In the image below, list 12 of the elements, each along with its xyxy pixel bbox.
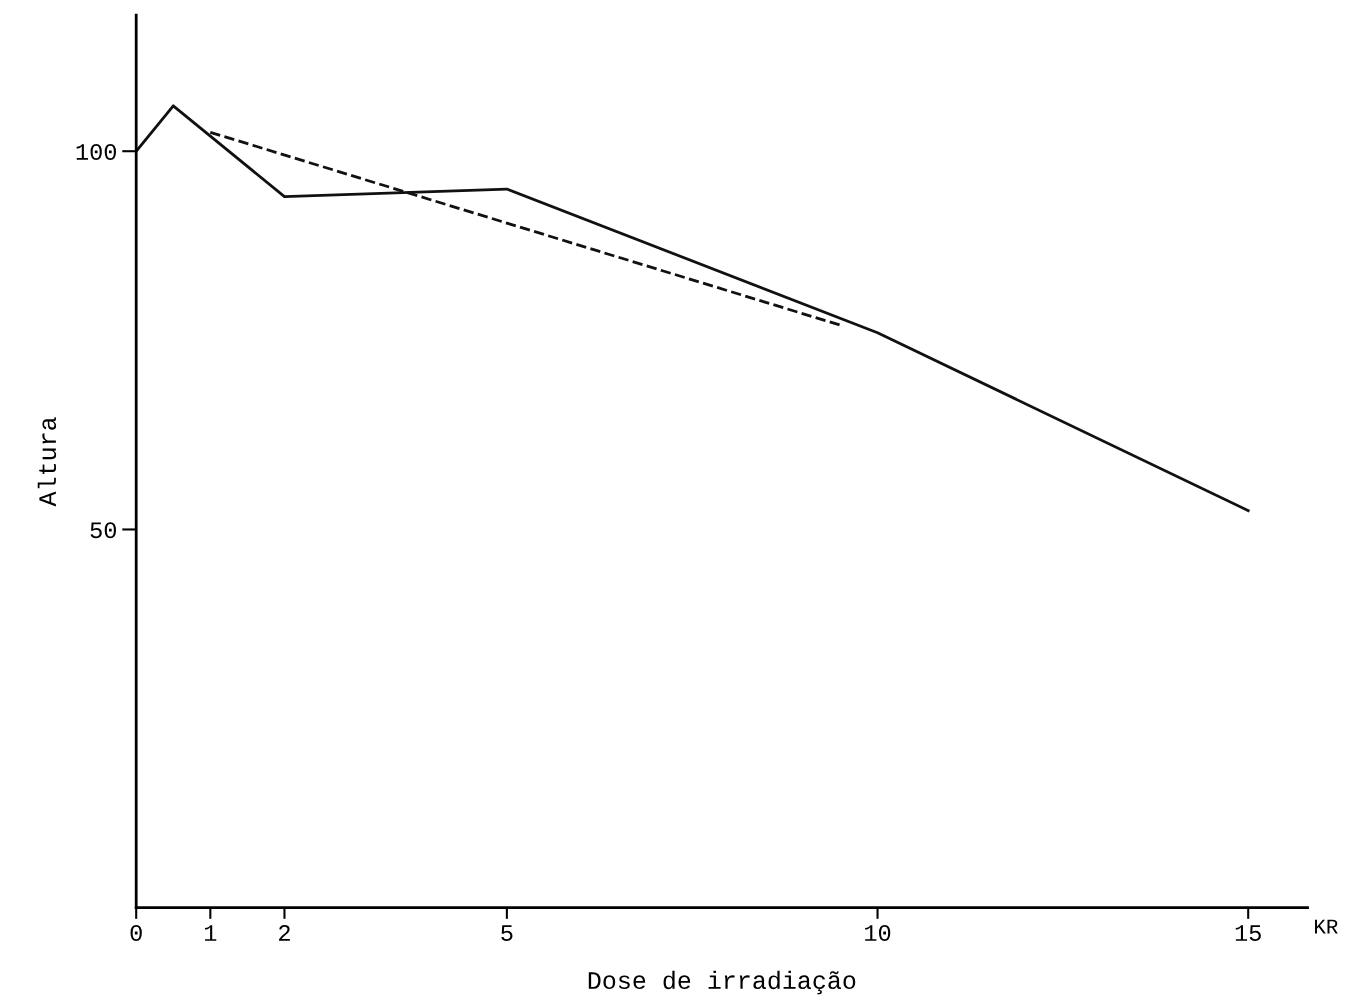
x-tick-label: 2 (279, 925, 290, 941)
text: KR (1315, 919, 1338, 934)
x-tick-label: 15 (1235, 925, 1261, 942)
x-tick-label: 0 (130, 925, 142, 942)
y-tick-label: 100 (76, 143, 116, 160)
y-axis-title: Altura (37, 417, 57, 507)
y-tick-label: 50 (90, 522, 116, 539)
x-tick-label: 5 (501, 925, 513, 942)
x-axis-title: Dose de irradiação (588, 970, 856, 995)
x-tick-label: 10 (865, 925, 891, 942)
x-tick-label: 1 (204, 925, 217, 941)
line-series (136, 104, 1250, 512)
